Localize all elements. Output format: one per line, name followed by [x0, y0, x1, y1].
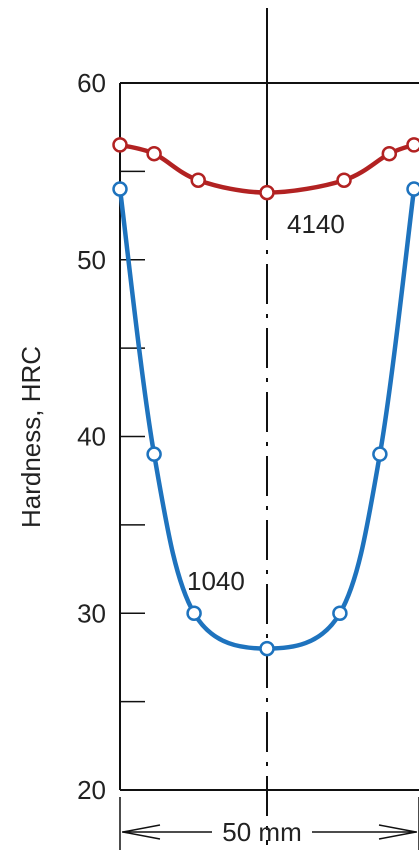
- y-ticks: 20 30 40 50 60: [77, 68, 145, 805]
- series-point-4140: [259, 184, 275, 201]
- dimension-arrow-left: [122, 824, 161, 840]
- y-tick-label: 20: [77, 775, 106, 805]
- series-point-4140: [146, 145, 162, 162]
- y-tick-label: 30: [77, 598, 106, 628]
- series-point-1040: [112, 181, 128, 197]
- y-tick-label: 50: [77, 245, 106, 275]
- series-point-1040: [259, 640, 275, 657]
- series-point-1040: [332, 605, 348, 621]
- series-point-4140: [406, 137, 419, 153]
- width-dimension-label: 50 mm: [222, 817, 301, 847]
- series-point-1040: [406, 181, 419, 197]
- y-tick-label: 60: [77, 68, 106, 98]
- y-axis-label: Hardness, HRC: [16, 346, 46, 528]
- series-point-4140: [112, 137, 128, 153]
- dimension-arrow-right: [378, 824, 417, 840]
- series-point-4140: [190, 172, 206, 188]
- y-tick-label: 40: [77, 422, 106, 452]
- series-point-4140: [381, 145, 398, 162]
- series-layer: 4140 1040: [112, 137, 419, 657]
- series-point-1040: [146, 446, 162, 462]
- series-label-1040: 1040: [187, 566, 245, 596]
- series-point-4140: [336, 172, 352, 188]
- series-point-1040: [372, 446, 388, 462]
- series-point-1040: [186, 605, 202, 621]
- series-label-4140: 4140: [287, 209, 345, 239]
